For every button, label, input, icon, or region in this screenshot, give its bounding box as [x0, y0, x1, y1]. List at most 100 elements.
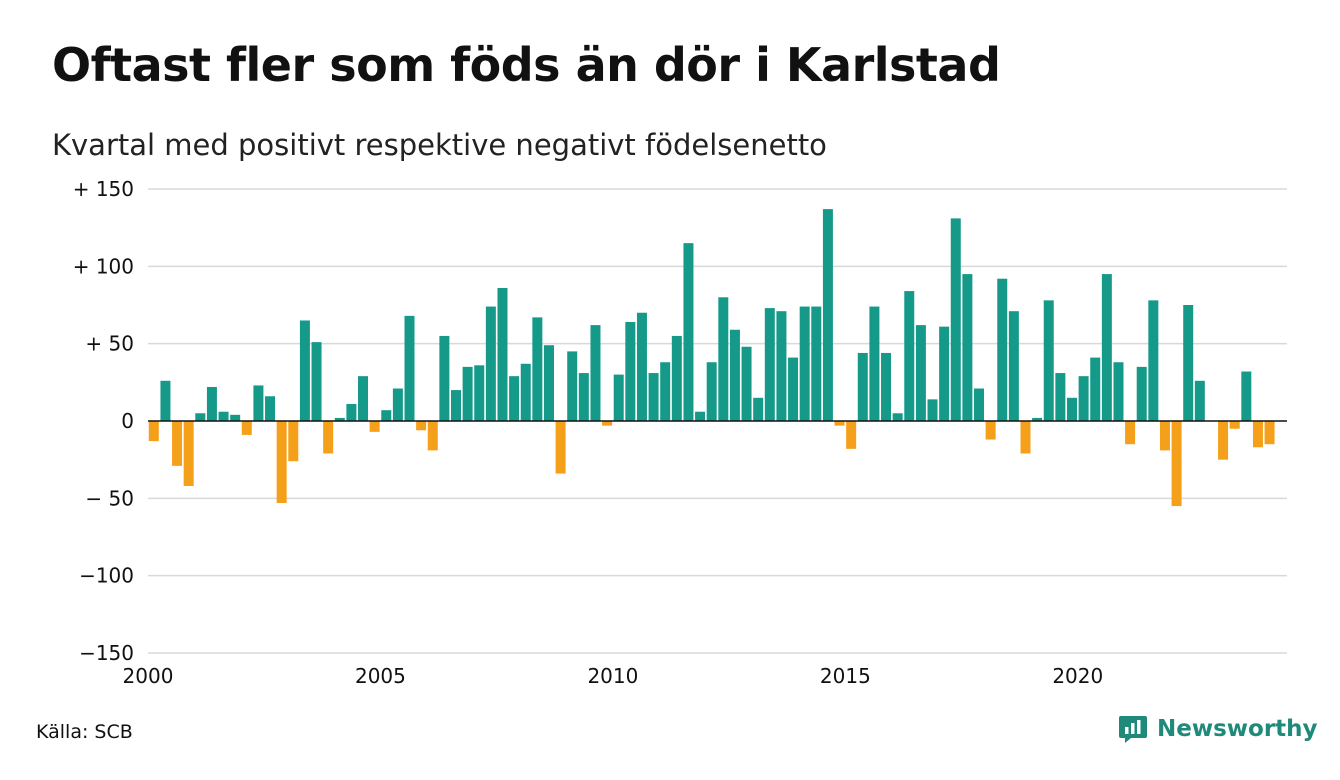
bar	[764, 308, 775, 421]
bars	[148, 209, 1275, 507]
bar	[1252, 421, 1263, 448]
bar	[334, 417, 345, 421]
bar	[195, 413, 206, 421]
bar	[543, 345, 554, 421]
bar	[1008, 311, 1019, 421]
bar	[346, 403, 357, 421]
bar	[718, 297, 729, 421]
bar	[567, 351, 578, 421]
bar	[462, 366, 473, 421]
bar	[904, 291, 915, 421]
bar	[206, 386, 217, 421]
bar	[799, 306, 810, 421]
bar	[846, 421, 857, 449]
bar	[288, 421, 299, 462]
bar	[1090, 357, 1101, 421]
x-tick-label: 2000	[123, 664, 174, 688]
bar	[1055, 373, 1066, 421]
bar	[1113, 362, 1124, 421]
bar	[416, 421, 427, 431]
bar	[997, 278, 1008, 421]
bar	[927, 399, 938, 421]
bar	[172, 421, 183, 466]
bar	[788, 357, 799, 421]
bar	[451, 390, 461, 421]
bar	[1078, 376, 1089, 421]
bar	[974, 388, 985, 421]
bar	[218, 411, 229, 421]
y-tick-label: + 150	[73, 177, 134, 201]
bar	[1241, 371, 1252, 421]
bar	[706, 362, 717, 421]
bar	[834, 421, 845, 426]
y-tick-label: −100	[79, 564, 134, 588]
bar	[311, 342, 322, 421]
bar	[648, 373, 659, 421]
brand-logo: Newsworthy	[1118, 714, 1318, 744]
bar	[671, 335, 682, 421]
source-note: Källa: SCB	[36, 721, 133, 743]
chart-title: Oftast fler som föds än dör i Karlstad	[52, 38, 1001, 92]
bar	[148, 421, 159, 442]
bar	[358, 376, 369, 421]
gridlines	[148, 188, 1287, 654]
bar	[636, 312, 647, 421]
bar	[392, 388, 403, 421]
bar	[1125, 421, 1136, 445]
bar	[1032, 417, 1043, 421]
bar	[1043, 300, 1054, 421]
bar	[1020, 421, 1031, 454]
bar	[1218, 421, 1229, 460]
bar	[962, 274, 973, 421]
bar	[485, 306, 496, 421]
bar	[660, 362, 671, 421]
bar	[776, 311, 787, 421]
bar	[1194, 380, 1205, 421]
bar	[939, 326, 950, 421]
bar	[183, 421, 194, 486]
bar	[1101, 274, 1112, 421]
bar	[520, 363, 531, 421]
bar	[241, 421, 252, 435]
bar	[1264, 421, 1275, 445]
bar	[811, 306, 822, 421]
newsworthy-chart-icon	[1119, 716, 1147, 743]
bar	[695, 411, 706, 421]
bar	[404, 315, 415, 421]
bar	[881, 352, 892, 421]
bar	[683, 243, 694, 421]
bar	[369, 421, 380, 432]
bar	[299, 320, 310, 421]
bar	[602, 421, 613, 426]
bar	[625, 322, 636, 421]
bar	[1171, 421, 1182, 507]
bar	[892, 413, 903, 421]
bar	[729, 329, 740, 421]
bar	[160, 380, 171, 421]
bar	[1159, 421, 1170, 451]
x-tick-label: 2015	[820, 664, 871, 688]
bar	[532, 317, 543, 421]
y-axis-tick-labels: + 150 + 100 + 50 0 − 50 −100 −150	[73, 177, 134, 665]
bar	[497, 287, 508, 421]
y-tick-label: − 50	[85, 486, 134, 510]
chart-subtitle: Kvartal med positivt respektive negativt…	[52, 128, 827, 162]
x-tick-label: 2005	[355, 664, 406, 688]
x-tick-label: 2020	[1052, 664, 1103, 688]
bar	[869, 306, 880, 421]
brand-name: Newsworthy	[1157, 716, 1318, 742]
y-tick-label: + 50	[85, 332, 134, 356]
bar	[427, 421, 438, 451]
bar	[1136, 366, 1147, 421]
bar	[1183, 305, 1194, 421]
x-tick-label: 2010	[587, 664, 638, 688]
bar	[509, 376, 520, 421]
bar	[950, 218, 961, 421]
bar	[323, 421, 334, 454]
bar	[276, 421, 287, 503]
bar	[741, 346, 752, 421]
bar	[555, 421, 566, 474]
bar	[578, 373, 589, 421]
x-axis-tick-labels: 2000 2005 2010 2015 2020	[123, 664, 1104, 688]
